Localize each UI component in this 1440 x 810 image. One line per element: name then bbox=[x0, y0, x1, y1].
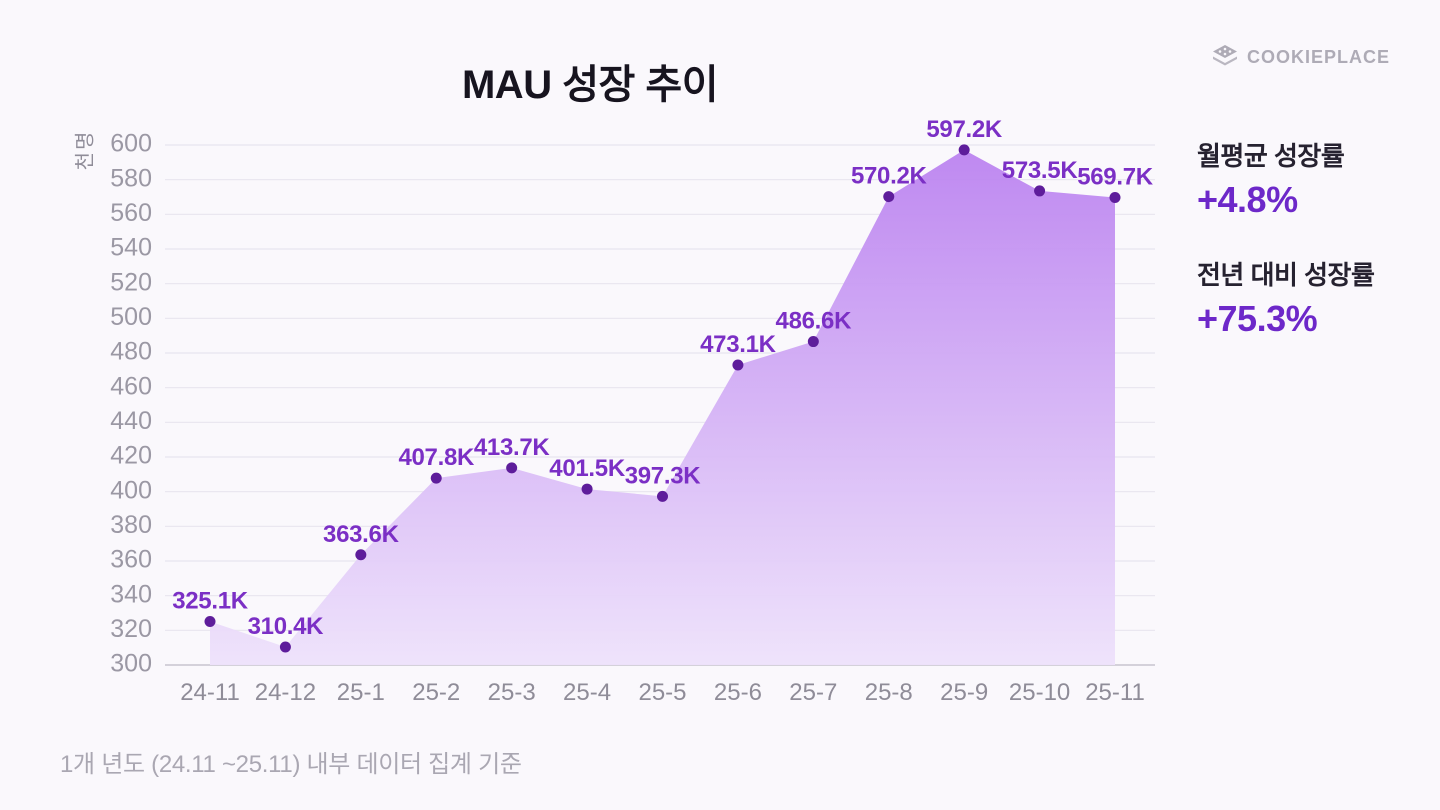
y-axis-unit-label: 천명 bbox=[73, 130, 96, 171]
data-point-label: 401.5K bbox=[549, 455, 626, 482]
data-point-dot bbox=[883, 191, 895, 203]
y-tick-label: 440 bbox=[110, 407, 152, 435]
y-tick-label: 400 bbox=[110, 476, 152, 504]
data-point-dot bbox=[732, 359, 744, 371]
data-point-label: 597.2K bbox=[926, 116, 1003, 143]
page-title: MAU 성장 추이 bbox=[461, 63, 719, 107]
data-point-dot bbox=[506, 462, 518, 474]
data-point-label: 310.4K bbox=[248, 613, 325, 640]
brand-logo-text: COOKIEPLACE bbox=[1246, 46, 1390, 67]
y-tick-label: 340 bbox=[110, 580, 152, 608]
x-tick-label: 25-4 bbox=[563, 679, 611, 706]
y-tick-label: 300 bbox=[110, 650, 152, 678]
y-tick-label: 560 bbox=[110, 199, 152, 227]
y-tick-label: 600 bbox=[110, 130, 152, 158]
x-tick-label: 24-11 bbox=[180, 679, 240, 706]
data-point-dot bbox=[807, 336, 819, 348]
x-tick-label: 25-1 bbox=[337, 679, 385, 706]
stats-panel: 월평균 성장률 +4.8% 전년 대비 성장률 +75.3% bbox=[1197, 136, 1427, 340]
data-point-dot bbox=[204, 615, 216, 627]
y-tick-label: 480 bbox=[110, 338, 152, 366]
area-series bbox=[210, 149, 1115, 665]
stat-label: 전년 대비 성장률 bbox=[1197, 260, 1375, 290]
data-point-dot bbox=[1109, 192, 1121, 204]
stat-yoy-growth: 전년 대비 성장률 +75.3% bbox=[1197, 255, 1427, 340]
footer-note: 1개 년도 (24.11 ~25.11) 내부 데이터 집계 기준 bbox=[60, 751, 522, 778]
data-point-label: 473.1K bbox=[700, 331, 777, 358]
x-tick-label: 24-12 bbox=[255, 679, 316, 706]
x-tick-label: 25-10 bbox=[1009, 679, 1070, 706]
data-point-label: 570.2K bbox=[851, 163, 928, 190]
data-point-label: 486.6K bbox=[776, 308, 853, 335]
y-tick-label: 520 bbox=[110, 268, 152, 296]
stat-value: +4.8% bbox=[1197, 179, 1298, 220]
data-point-label: 363.6K bbox=[323, 521, 400, 548]
data-point-label: 407.8K bbox=[398, 444, 475, 471]
x-tick-label: 25-5 bbox=[638, 679, 686, 706]
x-tick-label: 25-8 bbox=[865, 679, 913, 706]
stat-monthly-growth: 월평균 성장률 +4.8% bbox=[1197, 136, 1427, 221]
y-tick-label: 320 bbox=[110, 615, 152, 643]
data-point-dot bbox=[657, 490, 668, 502]
x-tick-label: 25-9 bbox=[940, 679, 988, 706]
y-tick-label: 360 bbox=[110, 546, 152, 574]
x-tick-label: 25-6 bbox=[714, 679, 762, 706]
x-tick-label: 25-7 bbox=[789, 679, 837, 706]
x-tick-label: 25-3 bbox=[488, 679, 536, 706]
x-tick-label: 25-11 bbox=[1085, 679, 1145, 706]
data-point-dot bbox=[581, 483, 593, 495]
data-point-label: 573.5K bbox=[1002, 157, 1079, 184]
y-tick-label: 580 bbox=[110, 164, 152, 192]
y-tick-label: 540 bbox=[110, 234, 152, 262]
data-point-dot bbox=[430, 472, 442, 484]
data-point-label: 413.7K bbox=[474, 434, 551, 461]
stat-label: 월평균 성장률 bbox=[1197, 141, 1345, 171]
y-tick-label: 460 bbox=[110, 372, 152, 400]
data-point-dot bbox=[958, 144, 970, 156]
layers-icon bbox=[1212, 45, 1237, 66]
data-point-dot bbox=[1034, 185, 1046, 197]
x-tick-label: 25-2 bbox=[412, 679, 460, 706]
brand-logo: COOKIEPLACE bbox=[1211, 44, 1390, 70]
data-point-dot bbox=[355, 549, 367, 561]
data-point-label: 325.1K bbox=[172, 587, 249, 614]
data-point-dot bbox=[279, 641, 291, 653]
data-point-label: 397.3K bbox=[625, 462, 702, 489]
data-point-label: 569.7K bbox=[1077, 164, 1154, 191]
stat-value: +75.3% bbox=[1197, 298, 1318, 339]
y-tick-label: 420 bbox=[110, 442, 152, 470]
y-tick-label: 500 bbox=[110, 303, 152, 331]
y-tick-label: 380 bbox=[110, 511, 152, 539]
